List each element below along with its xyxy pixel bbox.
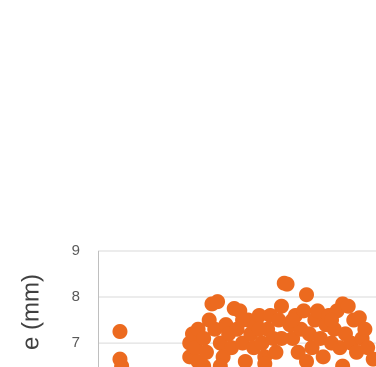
y-tick-label: 9 <box>72 242 80 259</box>
points <box>112 275 376 367</box>
point <box>299 353 314 367</box>
point <box>351 310 367 326</box>
point <box>198 344 214 360</box>
point <box>285 312 301 328</box>
point <box>210 294 226 310</box>
y-axis-title: e (mm) <box>17 274 44 350</box>
point <box>335 358 351 367</box>
point <box>315 349 331 365</box>
point <box>360 340 376 356</box>
point <box>340 298 356 314</box>
point <box>273 298 289 314</box>
point <box>279 276 295 292</box>
point <box>299 287 314 303</box>
point <box>257 356 273 367</box>
point <box>365 351 376 367</box>
point <box>357 321 373 337</box>
point <box>212 358 228 367</box>
point <box>268 344 284 360</box>
point <box>251 321 267 337</box>
point <box>296 303 312 319</box>
y-tick-label: 7 <box>72 334 80 351</box>
point <box>251 307 267 323</box>
point <box>196 330 212 346</box>
y-tick-label: 8 <box>72 288 80 305</box>
point <box>114 358 130 367</box>
point <box>273 330 289 346</box>
point <box>235 312 251 328</box>
point <box>112 324 128 340</box>
point <box>196 358 212 367</box>
point <box>237 353 253 367</box>
point <box>324 312 340 328</box>
